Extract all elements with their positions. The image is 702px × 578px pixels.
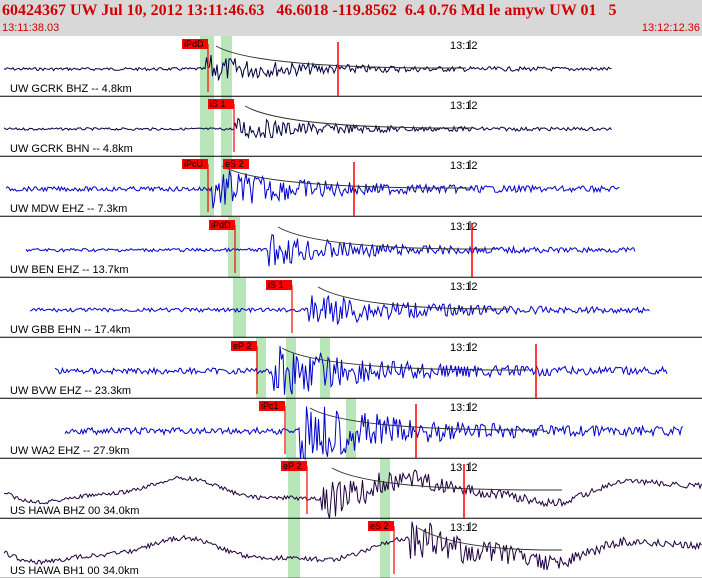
time-mark: 13:12 <box>450 281 478 293</box>
waveform <box>3 54 612 81</box>
station-label: UW MDW EHZ -- 7.3km <box>10 203 127 215</box>
phase-window <box>256 338 266 398</box>
waveform <box>64 406 684 460</box>
phase-window <box>200 36 214 217</box>
header-bar: 60424367 UW Jul 10, 2012 13:11:46.63 46.… <box>0 0 702 36</box>
pick-label: iS 1 <box>210 99 226 109</box>
waveform <box>54 345 668 395</box>
waveform <box>29 295 650 325</box>
pick-box[interactable] <box>223 159 249 169</box>
pick-label: eS 2 <box>370 521 389 531</box>
waveform <box>5 170 620 209</box>
coda-curve <box>215 45 467 69</box>
coda-curve <box>244 105 473 129</box>
pick-box[interactable] <box>208 99 234 109</box>
station-label: UW GCRK BHN -- 4.8km <box>10 143 133 155</box>
pick-label: eS 2 <box>225 159 244 169</box>
pick-box[interactable] <box>182 39 208 49</box>
station-label: UW BEN EHZ -- 13.7km <box>10 264 129 276</box>
pick-box[interactable] <box>231 341 257 351</box>
time-mark: 13:12 <box>450 522 478 534</box>
coda-curve <box>221 165 473 189</box>
pick-label: eP 2 <box>283 461 301 471</box>
trace-row[interactable]: 13:12 iPc1 UW WA2 EHZ -- 27.9km <box>0 401 702 460</box>
time-mark: 13:12 <box>450 342 478 354</box>
pick-label: iS 1 <box>268 280 284 290</box>
time-mark: 13:12 <box>450 40 478 52</box>
pick-box[interactable] <box>281 461 307 471</box>
coda-curve <box>317 286 511 310</box>
trace-row[interactable]: 13:12 iPcU eS 2 UW MDW EHZ -- 7.3km <box>0 159 702 217</box>
pick-label: iPdD <box>211 220 231 230</box>
coda-curve <box>417 527 563 551</box>
event-title: 60424367 UW Jul 10, 2012 13:11:46.63 46.… <box>2 2 617 19</box>
waveform <box>3 117 612 140</box>
trace-row[interactable]: 13:12 eS 2 US HAWA BH1 00 34.0km <box>0 521 702 578</box>
time-mark: 13:12 <box>450 402 478 414</box>
phase-window <box>233 278 246 338</box>
time-mark: 13:12 <box>450 221 478 233</box>
waveform <box>3 521 702 571</box>
trace-row[interactable]: 13:12 iS 1 UW GBB EHN -- 17.4km <box>0 280 702 338</box>
pick-box[interactable] <box>209 220 235 230</box>
phase-window <box>228 217 240 278</box>
station-label: US HAWA BH1 00 34.0km <box>10 565 139 577</box>
station-label: US HAWA BHZ 00 34.0km <box>10 505 139 517</box>
waveform <box>3 469 702 519</box>
trace-row[interactable]: 13:12 iS 1 UW GCRK BHN -- 4.8km <box>0 99 702 157</box>
phase-window <box>346 398 356 458</box>
pick-box[interactable] <box>266 280 292 290</box>
pick-label: eP 2 <box>233 341 251 351</box>
station-label: UW WA2 EHZ -- 27.9km <box>10 445 129 457</box>
time-mark: 13:12 <box>450 100 478 112</box>
pick-box[interactable] <box>259 401 285 411</box>
end-time: 13:12:12.36 <box>641 22 700 34</box>
trace-row[interactable]: 13:12 eP 2 UW BVW EHZ -- 23.3km <box>0 341 702 399</box>
trace-row[interactable]: 13:12 iPdD UW BEN EHZ -- 13.7km <box>0 220 702 278</box>
pick-label: iPcU <box>184 159 203 169</box>
coda-curve <box>281 347 529 371</box>
seismogram-panel[interactable]: 13:12 iPdD UW GCRK BHZ -- 4.8km 13:12 iS 1 UW… <box>0 36 702 578</box>
start-time: 13:11:38.03 <box>2 22 60 34</box>
trace-row[interactable]: 13:12 iPdD UW GCRK BHZ -- 4.8km <box>0 39 702 97</box>
pick-label: iPdD <box>184 39 204 49</box>
station-label: UW BVW EHZ -- 23.3km <box>10 385 131 397</box>
pick-box[interactable] <box>368 521 394 531</box>
station-label: UW GBB EHN -- 17.4km <box>10 324 130 336</box>
station-label: UW GCRK BHZ -- 4.8km <box>10 83 132 95</box>
coda-curve <box>331 467 563 491</box>
phase-window <box>221 36 232 217</box>
coda-curve <box>277 226 497 250</box>
pick-label: iPc1 <box>261 401 279 411</box>
pick-box[interactable] <box>182 159 208 169</box>
phase-window <box>320 338 330 398</box>
time-mark: 13:12 <box>450 160 478 172</box>
coda-curve <box>309 407 545 431</box>
waveform <box>25 233 636 267</box>
